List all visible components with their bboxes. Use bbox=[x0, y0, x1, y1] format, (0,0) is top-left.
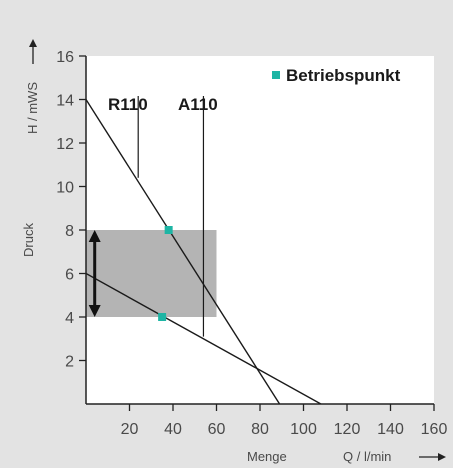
y-tick-label: 12 bbox=[56, 136, 74, 153]
series-label-a110: A110 bbox=[178, 95, 218, 114]
operating-range-highlight bbox=[86, 230, 217, 317]
double-arrow-head-up bbox=[88, 230, 101, 242]
x-axis-title-right: Q / l/min bbox=[343, 449, 391, 464]
legend-marker bbox=[272, 71, 280, 79]
curve-r110 bbox=[86, 272, 322, 404]
legend: Betriebspunkt bbox=[272, 66, 401, 85]
y-tick-label: 4 bbox=[65, 310, 74, 327]
pressure-range-double-arrow bbox=[88, 230, 101, 317]
x-tick-label: 120 bbox=[334, 421, 361, 438]
y-tick-label: 8 bbox=[65, 223, 74, 240]
legend-label: Betriebspunkt bbox=[286, 66, 401, 85]
y-axis-title-outer: Druck bbox=[21, 223, 36, 257]
x-tick-label: 40 bbox=[164, 421, 182, 438]
x-tick-label: 100 bbox=[290, 421, 317, 438]
x-tick-label: 80 bbox=[251, 421, 269, 438]
series-label-r110: R110 bbox=[108, 95, 148, 114]
x-tick-label: 20 bbox=[121, 421, 139, 438]
y-tick-label: 16 bbox=[56, 49, 74, 66]
operating-point-marker bbox=[164, 226, 173, 234]
x-tick-label: 160 bbox=[421, 421, 448, 438]
double-arrow-head-down bbox=[88, 305, 101, 317]
curve-a110 bbox=[86, 99, 281, 404]
x-axis-title-arrow bbox=[419, 453, 446, 461]
operating-point-marker bbox=[158, 313, 167, 321]
y-tick-label: 10 bbox=[56, 180, 74, 197]
x-axis-title-left: Menge bbox=[247, 449, 287, 464]
y-tick-label: 2 bbox=[65, 354, 74, 371]
y-axis-title-inner: H / mWS bbox=[25, 82, 40, 134]
x-tick-label: 60 bbox=[208, 421, 226, 438]
y-axis-title-arrow bbox=[29, 39, 37, 64]
y-tick-label: 6 bbox=[65, 267, 74, 284]
x-tick-label: 140 bbox=[377, 421, 404, 438]
y-tick-label: 14 bbox=[56, 93, 74, 110]
